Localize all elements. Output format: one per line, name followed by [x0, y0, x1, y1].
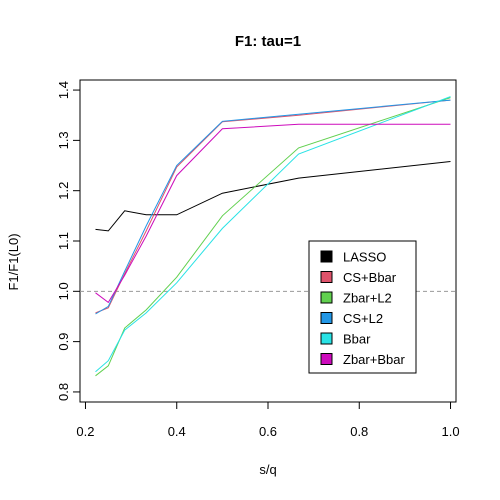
legend-label-cs-l2: CS+L2 [343, 311, 383, 326]
x-tick-label: 0.6 [259, 424, 277, 439]
series-line-zbar-bbar [95, 123, 451, 304]
chart-title: F1: tau=1 [235, 33, 301, 50]
legend: LASSO CS+Bbar Zbar+L2 CS+L2 Bbar Zbar+Bbar [308, 240, 417, 374]
x-tick-label: 1.0 [441, 424, 459, 439]
series-line-bbar [95, 96, 451, 373]
x-axis-label: s/q [259, 462, 276, 477]
series-line-cs-bbar [95, 99, 451, 314]
legend-label-cs-bbar: CS+Bbar [343, 270, 397, 285]
y-tick-label: 0.8 [56, 383, 71, 401]
y-tick-label: 1.3 [56, 131, 71, 149]
legend-label-zbar-l2: Zbar+L2 [343, 291, 392, 306]
legend-box [308, 240, 417, 374]
legend-swatch-zbar-l2 [320, 291, 333, 304]
y-axis: 0.8 0.9 1.0 1.1 1.2 1.3 1.4 [56, 81, 81, 401]
legend-swatch-cs-bbar [320, 271, 333, 283]
y-tick-label: 0.9 [56, 333, 71, 351]
y-tick-label: 1.0 [56, 282, 71, 300]
legend-label-lasso: LASSO [343, 250, 386, 265]
x-axis: 0.2 0.4 0.6 0.8 1.0 [76, 401, 460, 439]
legend-swatch-cs-l2 [320, 312, 333, 324]
legend-label-bbar: Bbar [343, 332, 371, 347]
legend-swatch-lasso [320, 250, 333, 263]
series-group [95, 96, 451, 377]
y-tick-label: 1.2 [56, 182, 71, 200]
legend-swatch-bbar [320, 332, 333, 345]
series-line-lasso [95, 161, 451, 232]
x-tick-label: 0.8 [350, 424, 368, 439]
legend-label-zbar-bbar: Zbar+Bbar [343, 352, 405, 367]
legend-swatch-zbar-bbar [320, 353, 333, 365]
series-line-zbar-l2 [95, 97, 451, 377]
y-tick-label: 1.1 [56, 232, 71, 250]
series-line-cs-l2 [95, 99, 451, 315]
x-tick-label: 0.2 [76, 424, 94, 439]
x-tick-label: 0.4 [168, 424, 186, 439]
y-axis-label: F1/F1(L0) [6, 233, 21, 290]
y-tick-label: 1.4 [56, 81, 71, 99]
